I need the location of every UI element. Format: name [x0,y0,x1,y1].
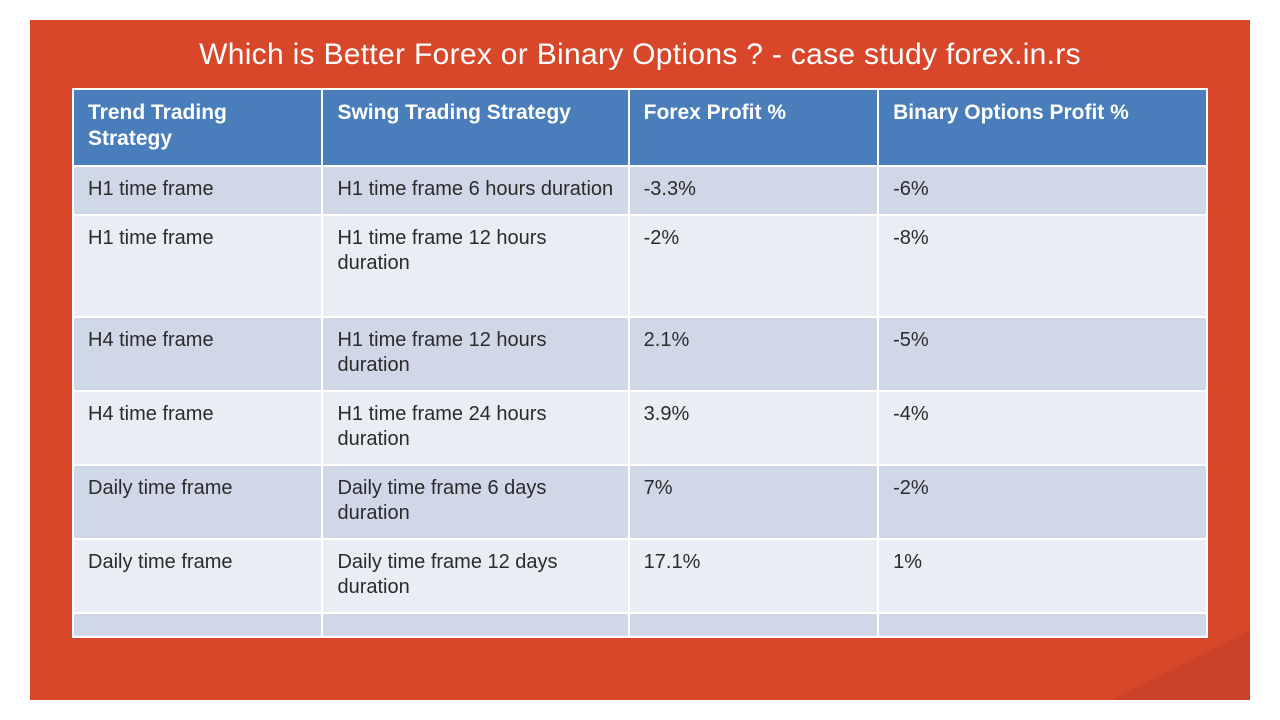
table-cell: H1 time frame 12 hours duration [322,317,628,391]
table-header-row: Trend Trading Strategy Swing Trading Str… [73,89,1207,166]
table-cell: H4 time frame [73,317,322,391]
table-cell: -2% [629,215,878,317]
table-cell: -3.3% [629,166,878,215]
table-cell: H4 time frame [73,391,322,465]
table-row: H4 time frameH1 time frame 24 hours dura… [73,391,1207,465]
table-cell: -2% [878,465,1207,539]
table-cell: H1 time frame 6 hours duration [322,166,628,215]
table-cell: -5% [878,317,1207,391]
table-row: H1 time frameH1 time frame 6 hours durat… [73,166,1207,215]
table-row: H1 time frameH1 time frame 12 hours dura… [73,215,1207,317]
table-cell: -8% [878,215,1207,317]
comparison-table: Trend Trading Strategy Swing Trading Str… [72,88,1208,638]
table-cell: H1 time frame [73,215,322,317]
table-cell: Daily time frame 6 days duration [322,465,628,539]
table-cell: Daily time frame [73,465,322,539]
table-cell: H1 time frame [73,166,322,215]
table-cell-empty [629,613,878,637]
table-cell-empty [322,613,628,637]
table-cell: Daily time frame 12 days duration [322,539,628,613]
table-cell: H1 time frame 12 hours duration [322,215,628,317]
table-row: Daily time frameDaily time frame 6 days … [73,465,1207,539]
table-cell: 2.1% [629,317,878,391]
comparison-table-wrap: Trend Trading Strategy Swing Trading Str… [72,88,1208,638]
table-cell-empty [73,613,322,637]
table-row: Daily time frameDaily time frame 12 days… [73,539,1207,613]
col-trend: Trend Trading Strategy [73,89,322,166]
table-cell: -6% [878,166,1207,215]
table-cell: 1% [878,539,1207,613]
table-cell: H1 time frame 24 hours duration [322,391,628,465]
col-binary: Binary Options Profit % [878,89,1207,166]
col-swing: Swing Trading Strategy [322,89,628,166]
table-row-empty [73,613,1207,637]
table-cell: 3.9% [629,391,878,465]
table-body: H1 time frameH1 time frame 6 hours durat… [73,166,1207,637]
table-cell: 17.1% [629,539,878,613]
page-title: Which is Better Forex or Binary Options … [30,20,1250,88]
table-row: H4 time frameH1 time frame 12 hours dura… [73,317,1207,391]
slide: Which is Better Forex or Binary Options … [30,20,1250,700]
table-cell: 7% [629,465,878,539]
table-cell: -4% [878,391,1207,465]
corner-shadow-icon [1110,630,1250,700]
col-forex: Forex Profit % [629,89,878,166]
table-cell: Daily time frame [73,539,322,613]
